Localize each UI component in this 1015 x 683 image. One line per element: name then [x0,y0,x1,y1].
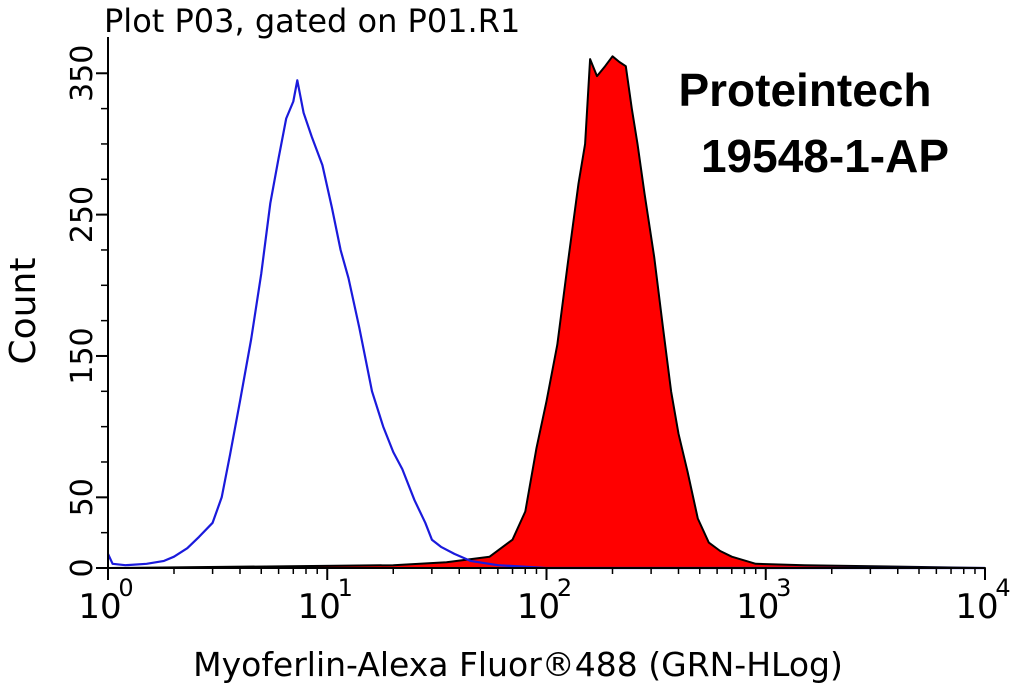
histogram-outline-series [107,79,985,570]
x-axis-label: Myoferlin-Alexa Fluor®488 (GRN-HLog) [193,645,843,683]
y-tick-label: 150 [65,327,100,384]
x-tick-exponent: 1 [338,574,353,602]
y-tick-label: 0 [65,558,100,577]
x-tick-exponent: 0 [118,574,133,602]
x-tick-label: 10 [78,587,121,627]
x-tick-exponent: 4 [995,574,1010,602]
x-tick-exponent: 2 [557,574,572,602]
chart-title: Plot P03, gated on P01.R1 [104,2,520,40]
y-tick-label: 250 [65,186,100,243]
plot-area [107,55,986,570]
x-tick-label: 10 [736,587,779,627]
x-tick-exponent: 3 [776,574,791,602]
y-tick-label: 350 [65,45,100,102]
brand-annotation: Proteintech [678,64,931,116]
catalog-annotation: 19548-1-AP [701,130,949,182]
y-axis-label: Count [3,258,44,365]
y-tick-label: 50 [65,478,100,516]
histogram-filled-series [107,55,986,569]
x-tick-label: 10 [955,587,998,627]
x-tick-label: 10 [517,587,560,627]
x-tick-label: 10 [298,587,341,627]
